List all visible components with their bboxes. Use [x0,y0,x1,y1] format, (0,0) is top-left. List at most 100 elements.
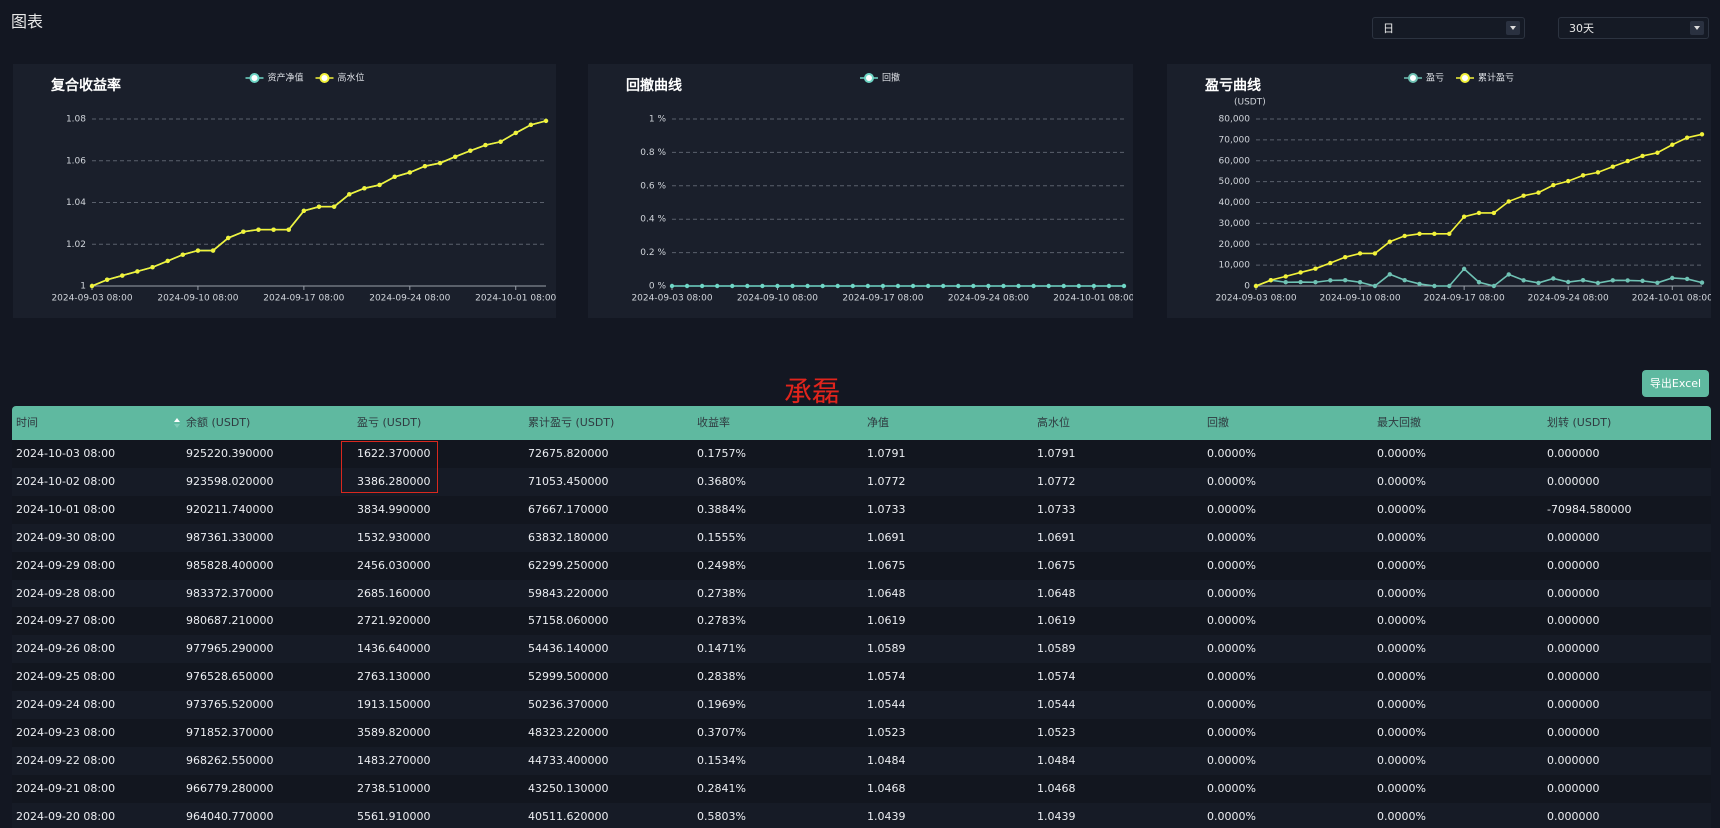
data-point [730,283,735,289]
table-cell: 0.0000% [1207,447,1256,460]
table-cell: 52999.500000 [528,670,609,684]
table-cell: 0.000000 [1547,474,1600,488]
table-cell: 2024-09-28 08:00 [16,586,116,600]
data-point [865,283,871,289]
y-tick-label: 70,000 [1219,135,1251,145]
table-cell: 0.0000% [1377,502,1426,516]
x-tick-label: 2024-09-24 08:00 [369,294,450,304]
table-cell: 2721.920000 [357,614,431,628]
table-cell: 67667.170000 [528,502,609,516]
y-tick-label: 0.6 % [640,181,666,191]
table-cell: 2024-09-21 08:00 [16,781,116,795]
data-point [775,283,780,289]
data-point [104,277,110,282]
data-point [1091,283,1097,289]
table-cell: 48323.220000 [528,726,609,739]
data-point [1536,190,1541,195]
y-tick-label: 0.4 % [640,215,666,225]
table-cell: 0.0000% [1207,502,1256,516]
data-point [1357,251,1363,256]
data-point [1684,135,1690,140]
data-point [1521,193,1526,198]
table-cell: 0.0000% [1377,781,1426,795]
table-cell: 0.3680% [697,474,746,488]
export-button[interactable]: 导出Excel [1642,370,1709,397]
data-point [1283,280,1288,285]
data-point [850,283,855,289]
column-header[interactable]: 累计盈亏 (USDT) [528,416,615,429]
column-header[interactable]: 余额 (USDT) [186,416,251,429]
data-point [986,283,991,289]
legend: 盈亏 累计盈亏 [1403,72,1514,84]
data-point [1298,279,1303,285]
legend-label: 资产净值 [267,72,303,84]
table-cell: 0.000000 [1547,670,1600,684]
column-header[interactable]: 时间 [16,406,180,440]
table-cell: 2024-09-20 08:00 [16,809,116,823]
data-point [835,283,840,289]
data-point [1328,260,1333,266]
data-point [210,248,216,253]
data-point [468,148,473,153]
table-cell: 2738.510000 [357,781,431,795]
table-cell: 2456.030000 [357,558,431,572]
data-point [1372,283,1378,289]
table-row: 2024-09-29 08:00 985828.400000 2456.030000… [12,551,1711,580]
x-tick-label: 2024-09-03 08:00 [1215,294,1296,304]
table-cell: 54436.140000 [528,642,609,656]
column-header[interactable]: 最大回撤 [1377,416,1421,429]
data-point [1447,283,1452,289]
column-header[interactable]: 回撤 [1207,416,1229,429]
column-header[interactable]: 盈亏 (USDT) [357,416,422,429]
table-cell: 977965.290000 [186,642,274,656]
table-cell: 1.0733 [867,502,906,516]
data-point [1031,283,1036,289]
y-tick-label: 80,000 [1219,115,1251,125]
table-cell: 0.000000 [1547,642,1600,656]
table-cell: 0.000000 [1547,558,1600,572]
data-point [120,273,125,278]
table-cell: 1.0619 [1037,614,1076,628]
table-cell: 1436.640000 [357,642,431,656]
legend: 回撤 [859,72,900,84]
table-cell: 5561.910000 [357,809,431,823]
column-header[interactable]: 收益率 [697,416,730,429]
data-point [453,154,458,159]
data-point [392,174,397,180]
table-cell: 976528.650000 [186,670,274,684]
table-cell: 3589.820000 [357,726,431,739]
data-table: 时间 余额 (USDT) 盈亏 (USDT) 累计盈亏 (USDT) 收益率 净值 高水位 回… [12,406,1711,828]
table-cell: 0.0000% [1207,809,1256,823]
table-cell: 1.0675 [1037,558,1076,572]
column-header[interactable]: 划转 (USDT) [1547,416,1612,429]
period-select[interactable]: 日 [1372,17,1525,39]
table-cell: 1.0468 [1037,781,1076,795]
data-point [699,283,705,289]
table-cell: 2024-10-03 08:00 [16,447,116,460]
table-cell: 0.0000% [1207,726,1256,739]
sort-icon[interactable] [174,418,180,428]
data-point [1417,281,1422,287]
table-cell: 0.0000% [1377,530,1426,544]
data-point [1640,278,1645,284]
legend-marker [1407,73,1418,83]
data-point [790,283,795,289]
table-cell: 0.0000% [1377,447,1426,460]
table-cell: 1532.930000 [357,530,431,544]
table-cell: 0.000000 [1547,781,1600,795]
table-row: 2024-09-21 08:00 966779.280000 2738.510000… [12,774,1711,803]
table-cell: 0.0000% [1377,474,1426,488]
table-cell: 0.3707% [697,726,746,739]
column-header[interactable]: 高水位 [1037,416,1070,429]
table-cell: 1.0484 [1037,753,1076,767]
range-select[interactable]: 30天 [1558,17,1709,39]
data-point [1106,283,1112,289]
period-value: 日 [1383,22,1394,35]
table-cell: 2024-09-23 08:00 [16,726,116,739]
x-tick-label: 2024-09-03 08:00 [631,294,712,304]
table-cell: 920211.740000 [186,502,274,516]
column-header[interactable]: 净值 [867,416,889,429]
data-point [437,160,443,166]
data-point [1328,278,1333,283]
